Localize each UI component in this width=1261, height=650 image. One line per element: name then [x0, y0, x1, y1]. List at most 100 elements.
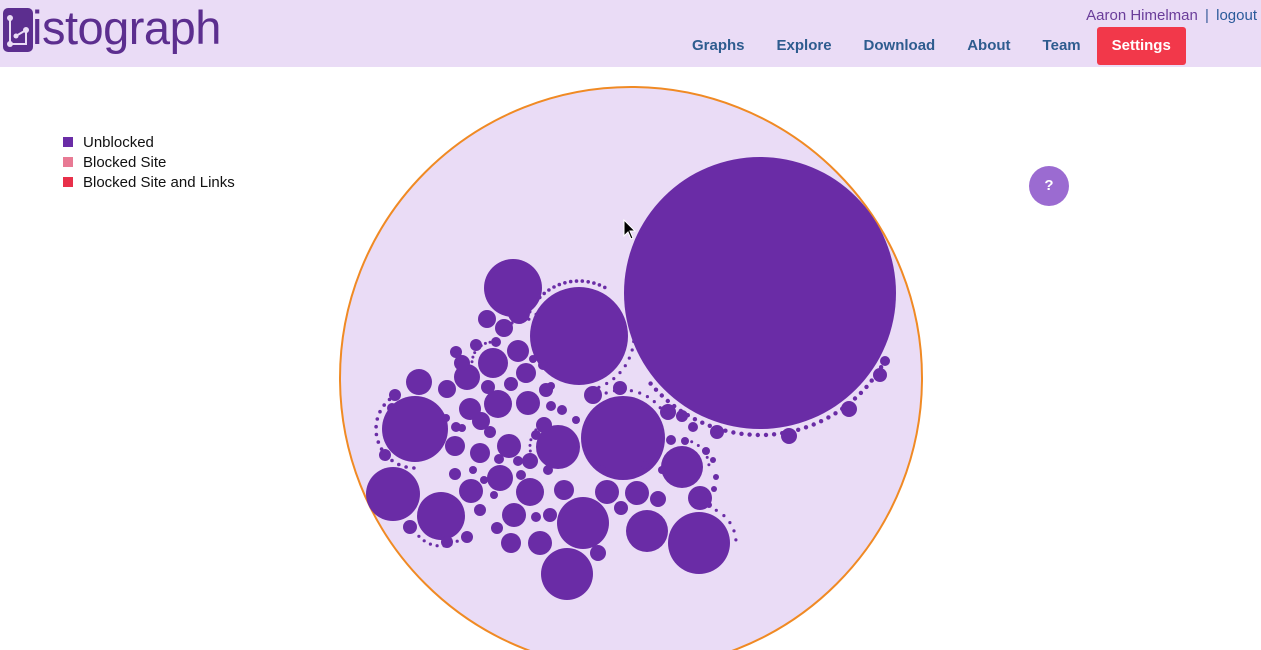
site-dot[interactable] — [470, 360, 474, 364]
site-bubble[interactable] — [710, 425, 724, 439]
site-bubble[interactable] — [459, 479, 483, 503]
site-bubble[interactable] — [484, 259, 542, 317]
site-bubble[interactable] — [557, 405, 567, 415]
site-dot[interactable] — [528, 449, 532, 453]
site-dot[interactable] — [580, 279, 585, 283]
site-dot[interactable] — [747, 432, 752, 437]
site-dot[interactable] — [412, 466, 416, 470]
site-bubble[interactable] — [536, 417, 552, 433]
site-bubble[interactable] — [438, 380, 456, 398]
site-bubble[interactable] — [472, 412, 490, 430]
site-bubble[interactable] — [781, 428, 797, 444]
site-dot[interactable] — [449, 542, 453, 546]
site-dot[interactable] — [534, 312, 538, 316]
user-name-link[interactable]: Aaron Himelman — [1086, 7, 1198, 24]
site-dot[interactable] — [378, 409, 382, 414]
site-dot[interactable] — [529, 438, 533, 442]
site-bubble[interactable] — [554, 480, 574, 500]
site-dot[interactable] — [833, 411, 838, 416]
site-dot[interactable] — [527, 317, 531, 321]
site-dot[interactable] — [755, 432, 760, 438]
site-dot[interactable] — [771, 432, 777, 437]
site-dot[interactable] — [696, 444, 700, 447]
site-dot[interactable] — [739, 431, 744, 436]
nav-team[interactable]: Team — [1042, 37, 1081, 54]
site-dot[interactable] — [422, 539, 426, 543]
nav-about[interactable]: About — [967, 37, 1011, 54]
site-bubble[interactable] — [688, 422, 698, 432]
site-dot[interactable] — [623, 364, 627, 368]
site-dot[interactable] — [723, 428, 728, 433]
site-dot[interactable] — [869, 378, 874, 383]
site-bubble[interactable] — [625, 481, 649, 505]
site-bubble[interactable] — [531, 512, 541, 522]
site-bubble[interactable] — [487, 465, 513, 491]
site-dot[interactable] — [442, 544, 446, 548]
site-dot[interactable] — [874, 371, 879, 377]
site-dot[interactable] — [864, 384, 869, 390]
site-dot[interactable] — [597, 385, 601, 389]
site-bubble[interactable] — [873, 368, 887, 382]
site-bubble[interactable] — [613, 381, 627, 395]
site-bubble[interactable] — [581, 396, 665, 480]
site-dot[interactable] — [603, 285, 607, 290]
site-dot[interactable] — [376, 440, 381, 444]
site-bubble[interactable] — [504, 377, 518, 391]
site-dot[interactable] — [818, 419, 824, 424]
site-bubble[interactable] — [516, 470, 526, 480]
site-bubble[interactable] — [711, 486, 717, 492]
site-dot[interactable] — [702, 449, 706, 453]
logout-link[interactable]: logout — [1216, 7, 1257, 24]
site-dot[interactable] — [685, 413, 690, 418]
site-dot[interactable] — [665, 398, 670, 404]
site-bubble[interactable] — [481, 380, 495, 394]
site-dot[interactable] — [627, 356, 631, 360]
site-dot[interactable] — [390, 458, 394, 463]
site-dot[interactable] — [707, 463, 711, 467]
site-dot[interactable] — [568, 279, 573, 284]
site-bubble[interactable] — [528, 531, 552, 555]
site-bubble[interactable] — [454, 355, 470, 371]
site-bubble[interactable] — [480, 476, 488, 484]
site-dot[interactable] — [796, 427, 801, 432]
site-dot[interactable] — [547, 288, 551, 292]
site-bubble[interactable] — [484, 390, 512, 418]
site-bubble[interactable] — [458, 424, 466, 432]
site-bubble[interactable] — [508, 302, 530, 324]
site-dot[interactable] — [852, 396, 858, 401]
site-dot[interactable] — [435, 544, 439, 548]
site-bubble[interactable] — [502, 503, 526, 527]
site-dot[interactable] — [552, 285, 556, 289]
site-dot[interactable] — [653, 387, 659, 392]
site-dot[interactable] — [387, 397, 392, 402]
site-bubble[interactable] — [713, 474, 719, 480]
site-dot[interactable] — [678, 408, 683, 414]
site-dot[interactable] — [638, 391, 642, 395]
site-dot[interactable] — [417, 534, 421, 538]
site-dot[interactable] — [510, 321, 514, 325]
site-dot[interactable] — [618, 371, 622, 375]
nav-explore[interactable]: Explore — [776, 37, 832, 54]
site-bubble[interactable] — [546, 401, 556, 411]
site-bubble[interactable] — [516, 391, 540, 415]
site-dot[interactable] — [597, 283, 602, 287]
site-dot[interactable] — [531, 433, 535, 437]
site-dot[interactable] — [488, 340, 492, 344]
site-bubble[interactable] — [706, 502, 712, 508]
site-dot[interactable] — [379, 447, 384, 451]
site-dot[interactable] — [632, 339, 636, 344]
site-dot[interactable] — [728, 521, 732, 525]
site-dot[interactable] — [530, 304, 535, 309]
site-bubble[interactable] — [484, 426, 496, 438]
site-dot[interactable] — [672, 403, 677, 409]
site-dot[interactable] — [590, 400, 594, 404]
site-bubble[interactable] — [417, 492, 465, 540]
site-dot[interactable] — [621, 388, 625, 392]
site-dot[interactable] — [586, 280, 590, 284]
site-dot[interactable] — [563, 281, 567, 285]
site-bubble[interactable] — [490, 491, 498, 499]
site-bubble[interactable] — [710, 457, 716, 463]
site-dot[interactable] — [692, 417, 698, 422]
site-dot[interactable] — [700, 420, 705, 425]
site-dot[interactable] — [375, 417, 380, 421]
